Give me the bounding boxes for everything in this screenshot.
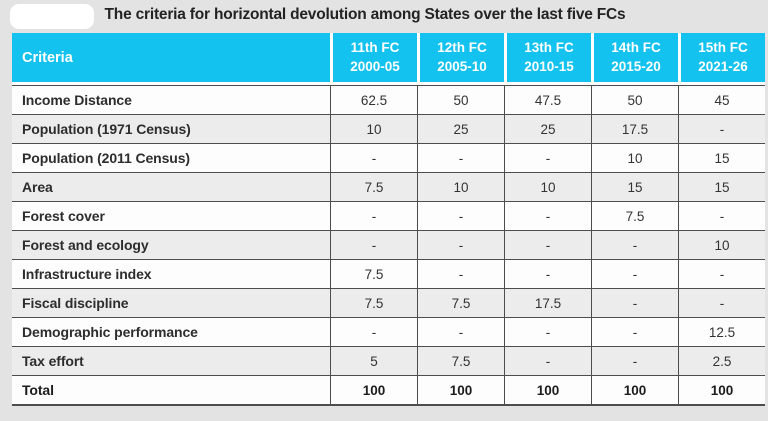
- row-value: -: [417, 318, 504, 346]
- row-value: 100: [417, 376, 504, 404]
- row-value: 47.5: [504, 86, 591, 114]
- row-value: -: [504, 260, 591, 288]
- fc-years: 2000-05: [350, 58, 400, 74]
- row-value: 25: [417, 115, 504, 143]
- row-value: -: [504, 144, 591, 172]
- table-row: Total 100 100 100 100 100: [12, 375, 765, 404]
- row-label: Area: [22, 179, 53, 195]
- row-label: Total: [22, 382, 54, 398]
- table-row: Forest cover - - - 7.5 -: [12, 201, 765, 230]
- row-value: 15: [678, 144, 765, 172]
- table-row: Population (2011 Census) - - - 10 15: [12, 143, 765, 172]
- header-cell-12th-fc: 12th FC 2005-10: [420, 33, 504, 82]
- row-value: 2.5: [678, 347, 765, 375]
- row-value: -: [678, 115, 765, 143]
- devolution-criteria-table: Criteria 11th FC 2000-05 12th FC 2005-10…: [12, 33, 765, 406]
- row-value: 15: [591, 173, 678, 201]
- fc-name: 14th FC: [611, 40, 661, 56]
- row-value: -: [591, 318, 678, 346]
- row-value: 100: [678, 376, 765, 404]
- row-value: 10: [678, 231, 765, 259]
- header-cell-11th-fc: 11th FC 2000-05: [333, 33, 417, 82]
- row-value: 10: [504, 173, 591, 201]
- row-label: Forest cover: [22, 208, 105, 224]
- fc-name: 12th FC: [437, 40, 487, 56]
- page-title: The criteria for horizontal devolution a…: [104, 6, 626, 23]
- fc-years: 2021-26: [698, 58, 748, 74]
- row-value: 7.5: [417, 347, 504, 375]
- fc-years: 2015-20: [611, 58, 661, 74]
- row-label: Infrastructure index: [22, 266, 152, 282]
- row-value: 15: [678, 173, 765, 201]
- row-value: -: [330, 144, 417, 172]
- row-value: 100: [330, 376, 417, 404]
- fc-years: 2010-15: [524, 58, 574, 74]
- row-value: -: [417, 144, 504, 172]
- row-label: Forest and ecology: [22, 237, 149, 253]
- row-value: 100: [504, 376, 591, 404]
- row-value: -: [591, 260, 678, 288]
- row-value: -: [591, 231, 678, 259]
- fc-name: 11th FC: [350, 40, 400, 56]
- row-value: -: [504, 318, 591, 346]
- row-label: Income Distance: [22, 92, 132, 108]
- header-cell-13th-fc: 13th FC 2010-15: [507, 33, 591, 82]
- row-value: -: [504, 231, 591, 259]
- table-row: Infrastructure index 7.5 - - - -: [12, 259, 765, 288]
- row-value: -: [417, 231, 504, 259]
- row-value: -: [417, 202, 504, 230]
- row-label: Population (2011 Census): [22, 150, 190, 166]
- row-value: 10: [330, 115, 417, 143]
- row-value: 12.5: [678, 318, 765, 346]
- table-body: Income Distance 62.5 50 47.5 50 45 Popul…: [12, 85, 765, 406]
- row-label: Fiscal discipline: [22, 295, 129, 311]
- row-value: 17.5: [504, 289, 591, 317]
- row-label: Tax effort: [22, 353, 84, 369]
- row-label: Demographic performance: [22, 324, 198, 340]
- row-value: 7.5: [330, 260, 417, 288]
- row-value: 7.5: [330, 289, 417, 317]
- fc-name: 15th FC: [698, 40, 748, 56]
- row-value: -: [678, 202, 765, 230]
- row-value: -: [330, 231, 417, 259]
- row-value: 7.5: [330, 173, 417, 201]
- row-value: 10: [591, 144, 678, 172]
- row-value: 100: [591, 376, 678, 404]
- logo-placeholder: [10, 4, 94, 29]
- row-value: -: [591, 347, 678, 375]
- row-value: 25: [504, 115, 591, 143]
- fc-years: 2005-10: [437, 58, 487, 74]
- table-row: Population (1971 Census) 10 25 25 17.5 -: [12, 114, 765, 143]
- header-cell-15th-fc: 15th FC 2021-26: [681, 33, 765, 82]
- table-header-row: Criteria 11th FC 2000-05 12th FC 2005-10…: [12, 33, 765, 85]
- row-value: 5: [330, 347, 417, 375]
- row-value: 62.5: [330, 86, 417, 114]
- row-value: 17.5: [591, 115, 678, 143]
- row-value: -: [417, 260, 504, 288]
- row-value: -: [504, 202, 591, 230]
- table-row: Area 7.5 10 10 15 15: [12, 172, 765, 201]
- row-value: -: [591, 289, 678, 317]
- table-row: Income Distance 62.5 50 47.5 50 45: [12, 85, 765, 114]
- fc-name: 13th FC: [524, 40, 574, 56]
- row-label: Population (1971 Census): [22, 121, 191, 137]
- row-value: -: [504, 347, 591, 375]
- table-row: Tax effort 5 7.5 - - 2.5: [12, 346, 765, 375]
- header-cell-14th-fc: 14th FC 2015-20: [594, 33, 678, 82]
- table-row: Fiscal discipline 7.5 7.5 17.5 - -: [12, 288, 765, 317]
- table-row: Demographic performance - - - - 12.5: [12, 317, 765, 346]
- row-value: 7.5: [417, 289, 504, 317]
- row-value: 50: [417, 86, 504, 114]
- header-cell-criteria: Criteria: [12, 33, 330, 82]
- table-row: Forest and ecology - - - - 10: [12, 230, 765, 259]
- row-value: 10: [417, 173, 504, 201]
- row-value: 45: [678, 86, 765, 114]
- row-value: -: [678, 289, 765, 317]
- row-value: -: [678, 260, 765, 288]
- row-value: 7.5: [591, 202, 678, 230]
- row-value: -: [330, 318, 417, 346]
- row-value: 50: [591, 86, 678, 114]
- row-value: -: [330, 202, 417, 230]
